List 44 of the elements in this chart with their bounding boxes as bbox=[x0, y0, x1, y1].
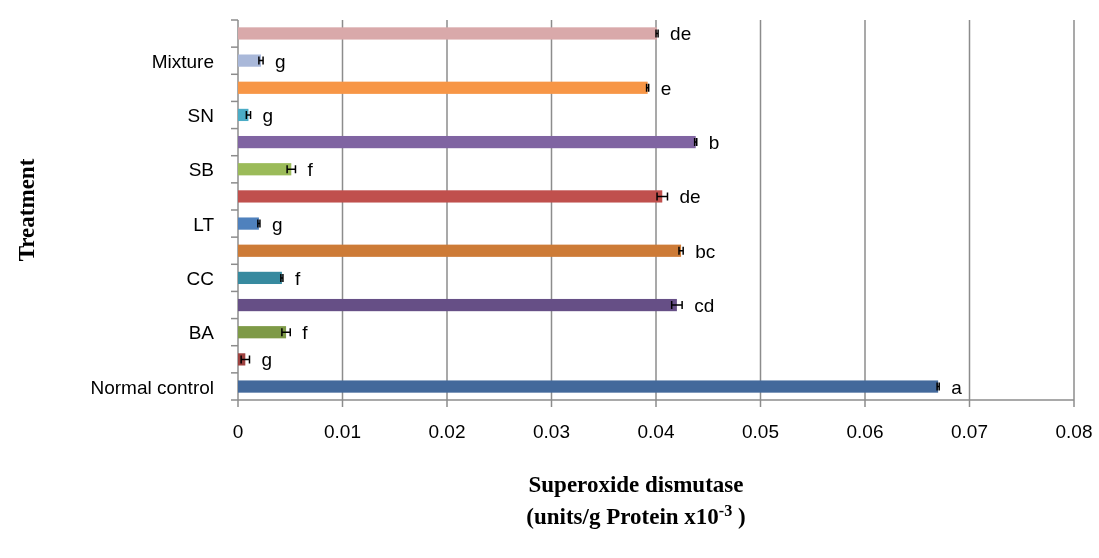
bar bbox=[238, 380, 939, 393]
y-tick-label: SN bbox=[187, 104, 214, 126]
data-label: de bbox=[670, 23, 692, 45]
x-axis-title: Superoxide dismutase (units/g Protein x10$^{-3}$ ) bbox=[526, 472, 746, 529]
data-label: e bbox=[660, 77, 672, 99]
bar bbox=[238, 217, 259, 230]
y-tick-label: Normal control bbox=[90, 376, 214, 398]
data-label: g bbox=[271, 213, 283, 235]
x-tick-label: 0.03 bbox=[533, 421, 570, 442]
x-tick-label: 0.04 bbox=[637, 421, 675, 442]
data-label: bc bbox=[695, 240, 716, 262]
y-tick-label: SB bbox=[188, 159, 214, 181]
x-tick-label: 0.01 bbox=[324, 421, 361, 442]
data-label: g bbox=[275, 50, 286, 72]
x-tick-label: 0.02 bbox=[428, 421, 466, 442]
bar bbox=[238, 244, 682, 257]
data-label: de bbox=[679, 186, 701, 208]
data-label: f bbox=[307, 159, 314, 181]
data-label: f bbox=[294, 267, 301, 289]
bar bbox=[238, 81, 648, 94]
y-tick-label: LT bbox=[193, 213, 215, 235]
bar bbox=[238, 27, 658, 40]
data-label: f bbox=[302, 322, 309, 344]
bar bbox=[238, 163, 292, 176]
bar bbox=[238, 326, 287, 339]
y-tick-label: BA bbox=[188, 322, 215, 344]
x-tick-label: 0 bbox=[232, 421, 244, 442]
x-tick-label: 0.07 bbox=[951, 421, 988, 442]
data-label: g bbox=[262, 104, 274, 126]
bar bbox=[238, 190, 663, 203]
bar bbox=[238, 54, 261, 67]
data-label: a bbox=[951, 376, 963, 398]
x-tick-label: 0.08 bbox=[1055, 421, 1093, 442]
data-label: cd bbox=[694, 295, 715, 317]
y-tick-label: CC bbox=[186, 267, 214, 289]
bar bbox=[238, 298, 677, 312]
data-label: g bbox=[261, 349, 273, 371]
bar bbox=[238, 135, 696, 149]
x-tick-label: 0.06 bbox=[846, 421, 884, 442]
y-axis-title: Treatment bbox=[14, 158, 39, 262]
x-tick-label: 0.05 bbox=[742, 421, 779, 442]
data-label: b bbox=[708, 132, 720, 154]
bar bbox=[238, 271, 282, 285]
y-tick-label: Mixture bbox=[151, 50, 214, 72]
